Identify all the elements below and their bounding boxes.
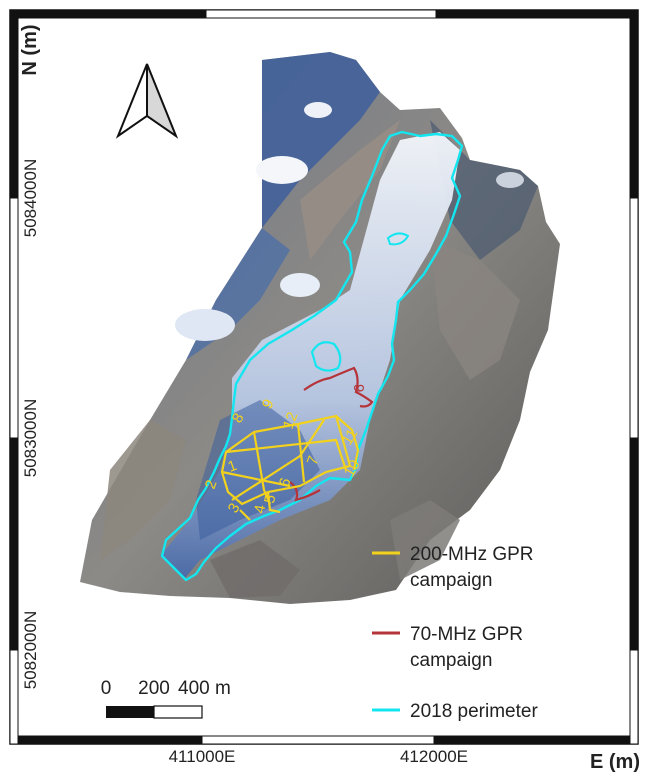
legend-label-200mhz-1: 200-MHz GPR <box>410 544 534 565</box>
line-label-10: 10 <box>341 457 364 480</box>
gpr200-line-f <box>239 509 251 521</box>
gpr200-line-e <box>231 419 325 501</box>
gpr-200mhz-lines <box>220 414 360 521</box>
scale-label-200: 200 <box>138 678 170 699</box>
legend-label-70mhz-1: 70-MHz GPR <box>410 624 523 645</box>
scale-label-0: 0 <box>101 678 112 699</box>
x-tick-411000E: 411000E <box>169 747 236 766</box>
legend-label-perimeter: 2018 perimeter <box>410 701 538 722</box>
x-tick-412000E: 412000E <box>400 747 468 766</box>
legend-label-70mhz-2: campaign <box>410 650 492 671</box>
gpr70-line-upper <box>303 366 374 408</box>
perimeter-2018 <box>160 130 464 582</box>
legend: 200-MHz GPR campaign 70-MHz GPR campaign… <box>372 544 538 722</box>
y-axis-title: N (m) <box>19 24 41 75</box>
perimeter-outline <box>160 130 464 582</box>
perimeter-inner-1 <box>310 341 342 372</box>
gpr70-label-9: 9 <box>350 384 367 392</box>
legend-label-200mhz-2: campaign <box>410 570 492 591</box>
y-tick-5084000N: 5084000N <box>21 159 40 237</box>
y-tick-5083000N: 5083000N <box>21 399 40 477</box>
y-tick-5082000N: 5082000N <box>21 611 40 689</box>
north-arrow-icon <box>115 63 179 139</box>
scale-bar: 0 200 400 m <box>101 678 231 719</box>
line-label-5: 5 <box>261 494 279 505</box>
orthomosaic-image <box>80 52 560 604</box>
x-axis-title: E (m) <box>590 751 640 773</box>
line-label-11: 11 <box>339 426 362 448</box>
perimeter-inner-2 <box>386 232 410 246</box>
line-label-12: 12 <box>280 410 302 431</box>
line-label-4: 4 <box>251 504 269 515</box>
gpr200-line-h <box>335 415 360 471</box>
gpr200-line-g <box>266 491 281 514</box>
gpr200-line-c <box>225 438 348 471</box>
scale-label-400: 400 m <box>178 678 231 699</box>
gpr200-line-d <box>221 470 291 488</box>
